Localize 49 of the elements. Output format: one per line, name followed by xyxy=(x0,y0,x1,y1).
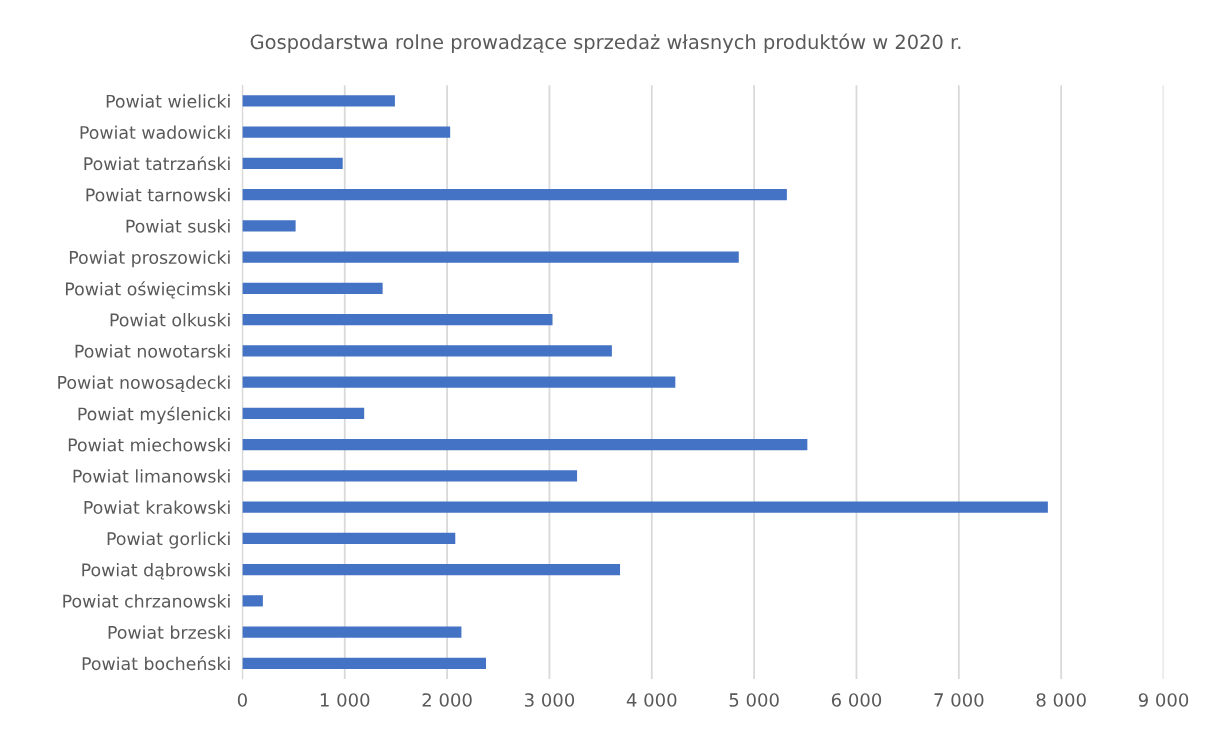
bar xyxy=(242,470,578,482)
bar xyxy=(242,126,451,138)
x-tick-label: 8 000 xyxy=(1036,693,1086,707)
y-tick-label: Powiat olkuski xyxy=(110,313,230,327)
bar xyxy=(242,282,383,295)
y-tick-label: Powiat krakowski xyxy=(84,500,230,514)
bar xyxy=(242,345,612,357)
bar xyxy=(242,407,365,419)
y-tick-label: Powiat tarnowski xyxy=(86,188,230,202)
bar xyxy=(242,220,296,232)
y-tick-label: Powiat oświęcimski xyxy=(65,281,230,299)
bar xyxy=(242,563,621,576)
bar xyxy=(242,626,462,638)
y-tick-label: Powiat myślenicki xyxy=(78,406,230,424)
bar xyxy=(242,314,553,326)
x-tick-label: 0 xyxy=(237,693,247,707)
bar xyxy=(242,251,739,263)
y-tick-label: Powiat brzeski xyxy=(108,625,230,639)
bar xyxy=(242,657,486,669)
bar xyxy=(242,376,676,388)
bar xyxy=(242,157,343,170)
x-tick-label: 3 000 xyxy=(524,693,575,707)
x-tick-label: 7 000 xyxy=(934,693,984,707)
y-tick-label: Powiat gorlicki xyxy=(107,531,230,549)
y-tick-label: Powiat wadowicki xyxy=(80,125,230,140)
y-tick-label: Powiat bocheński xyxy=(82,656,230,671)
x-tick-label: 6 000 xyxy=(831,693,882,707)
bar xyxy=(242,501,1048,513)
y-tick-label: Powiat limanowski xyxy=(73,469,230,483)
x-tick-label: 2 000 xyxy=(422,693,472,707)
y-tick-label: Powiat miechowski xyxy=(68,438,230,452)
x-tick-label: 4 000 xyxy=(626,693,677,707)
bar xyxy=(242,595,263,607)
bar xyxy=(242,532,456,544)
chart-title: Gospodarstwa rolne prowadzące sprzedaż własnych produktów w 2020 r. xyxy=(250,33,961,53)
y-tick-label: Powiat nowosądecki xyxy=(58,375,230,393)
y-tick-label: Powiat wielicki xyxy=(106,94,230,108)
bar xyxy=(242,95,395,107)
y-tick-label: Powiat tatrzański xyxy=(84,156,230,171)
x-tick-label: 1 000 xyxy=(320,693,370,707)
x-tick-label: 5 000 xyxy=(729,693,779,707)
bar xyxy=(242,438,808,451)
y-tick-label: Powiat suski xyxy=(126,219,230,233)
y-tick-label: Powiat nowotarski xyxy=(75,344,230,358)
bar xyxy=(242,189,787,201)
y-tick-label: Powiat dąbrowski xyxy=(82,562,230,580)
y-tick-label: Powiat chrzanowski xyxy=(63,594,230,608)
x-tick-label: 9 000 xyxy=(1138,693,1189,707)
y-tick-label: Powiat proszowicki xyxy=(69,250,230,268)
